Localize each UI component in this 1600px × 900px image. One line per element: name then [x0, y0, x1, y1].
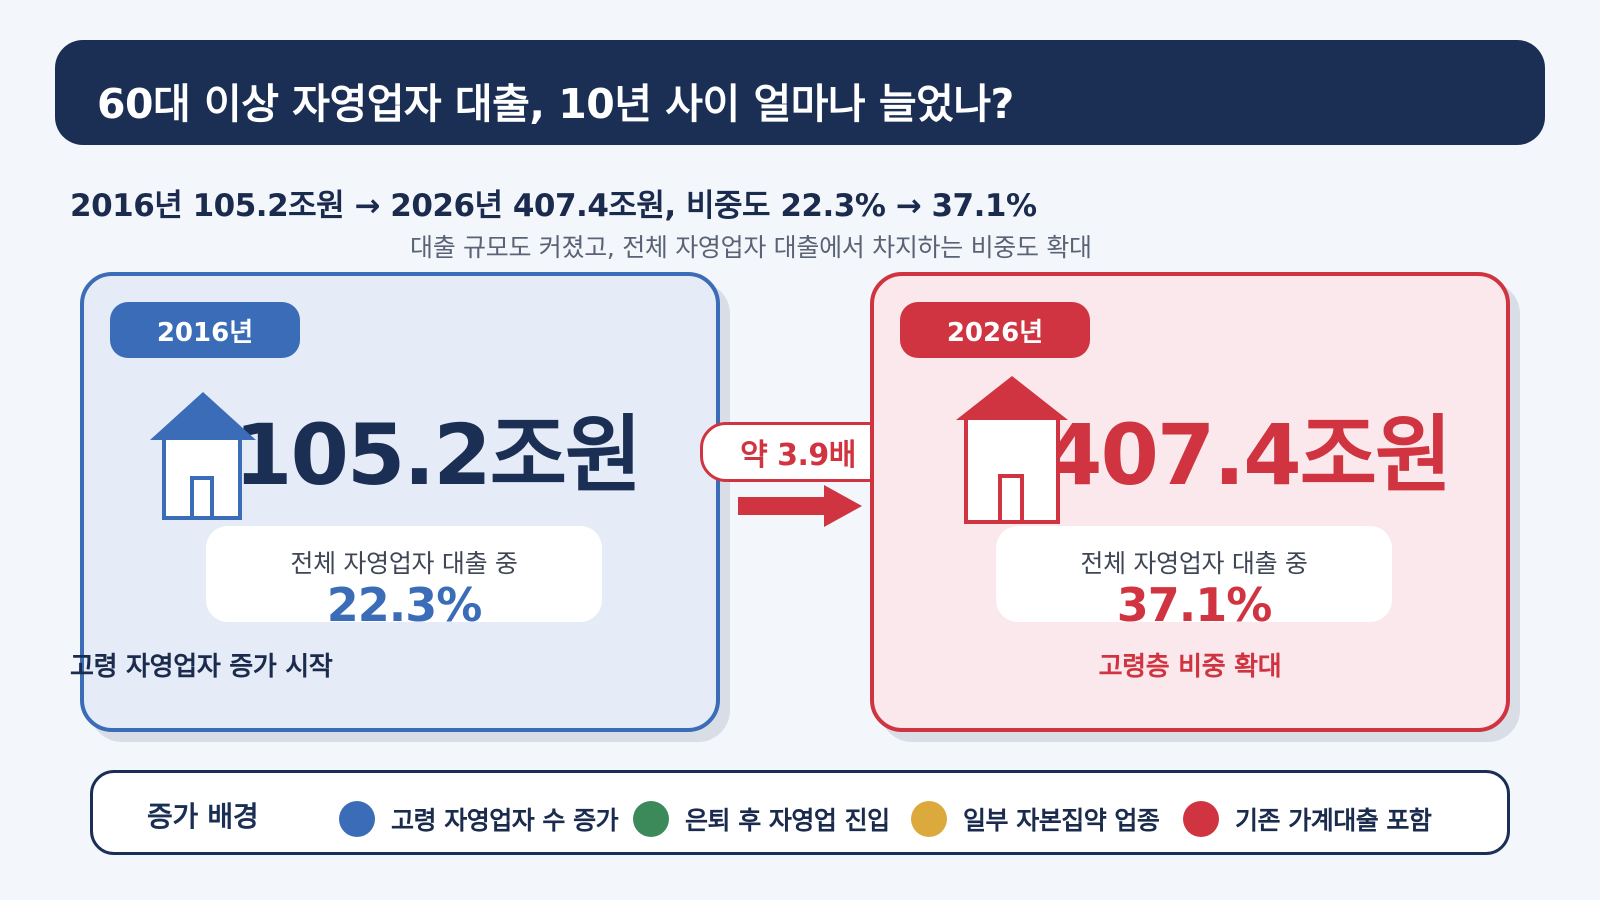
summary-line: 2016년 105.2조원 → 2026년 407.4조원, 비중도 22.3%…: [70, 188, 1037, 224]
panel-note: 고령층 비중 확대: [1098, 652, 1282, 682]
year-badge: 2026년: [900, 302, 1090, 358]
loan-amount: 105.2조원: [234, 406, 642, 504]
legend-item: 은퇴 후 자영업 진입: [633, 801, 890, 837]
increase-background-box: 증가 배경 고령 자영업자 수 증가 은퇴 후 자영업 진입 일부 자본집약 업…: [90, 770, 1510, 855]
legend-dot-icon: [911, 801, 947, 837]
share-box: 전체 자영업자 대출 중 37.1%: [996, 526, 1392, 632]
panel-note: 고령 자영업자 증가 시작: [70, 652, 333, 682]
legend-item: 일부 자본집약 업종: [911, 801, 1160, 837]
legend-dot-icon: [1183, 801, 1219, 837]
year-badge: 2016년: [110, 302, 300, 358]
share-label: 전체 자영업자 대출 중: [290, 549, 518, 578]
legend-dot-icon: [633, 801, 669, 837]
share-box: 전체 자영업자 대출 중 22.3%: [206, 526, 602, 632]
subtitle: 대출 규모도 커졌고, 전체 자영업자 대출에서 차지하는 비중도 확대: [410, 233, 1092, 262]
legend-dot-icon: [339, 801, 375, 837]
background-title: 증가 배경: [147, 800, 259, 833]
title-bar: 60대 이상 자영업자 대출, 10년 사이 얼마나 늘었나?: [55, 40, 1545, 145]
share-label: 전체 자영업자 대출 중: [1080, 549, 1308, 578]
page-title: 60대 이상 자영업자 대출, 10년 사이 얼마나 늘었나?: [97, 80, 1014, 128]
legend-label: 은퇴 후 자영업 진입: [685, 806, 890, 835]
share-value: 22.3%: [326, 578, 483, 632]
multiplier-badge: 약 3.9배: [700, 422, 896, 482]
house-icon: [148, 392, 258, 526]
legend-label: 일부 자본집약 업종: [963, 806, 1160, 835]
legend-item: 고령 자영업자 수 증가: [339, 801, 619, 837]
share-value: 37.1%: [1116, 578, 1273, 632]
right-arrow-icon: [738, 485, 862, 533]
loan-amount: 407.4조원: [1044, 406, 1452, 504]
panel-2026: 2026년 407.4조원 전체 자영업자 대출 중 37.1% 고령층 비중 …: [870, 272, 1510, 732]
legend-label: 기존 가계대출 포함: [1235, 806, 1432, 835]
house-icon: [954, 376, 1070, 530]
legend-item: 기존 가계대출 포함: [1183, 801, 1432, 837]
legend-label: 고령 자영업자 수 증가: [391, 806, 619, 835]
panel-2016: 2016년 105.2조원 전체 자영업자 대출 중 22.3% 고령 자영업자…: [70, 272, 720, 732]
